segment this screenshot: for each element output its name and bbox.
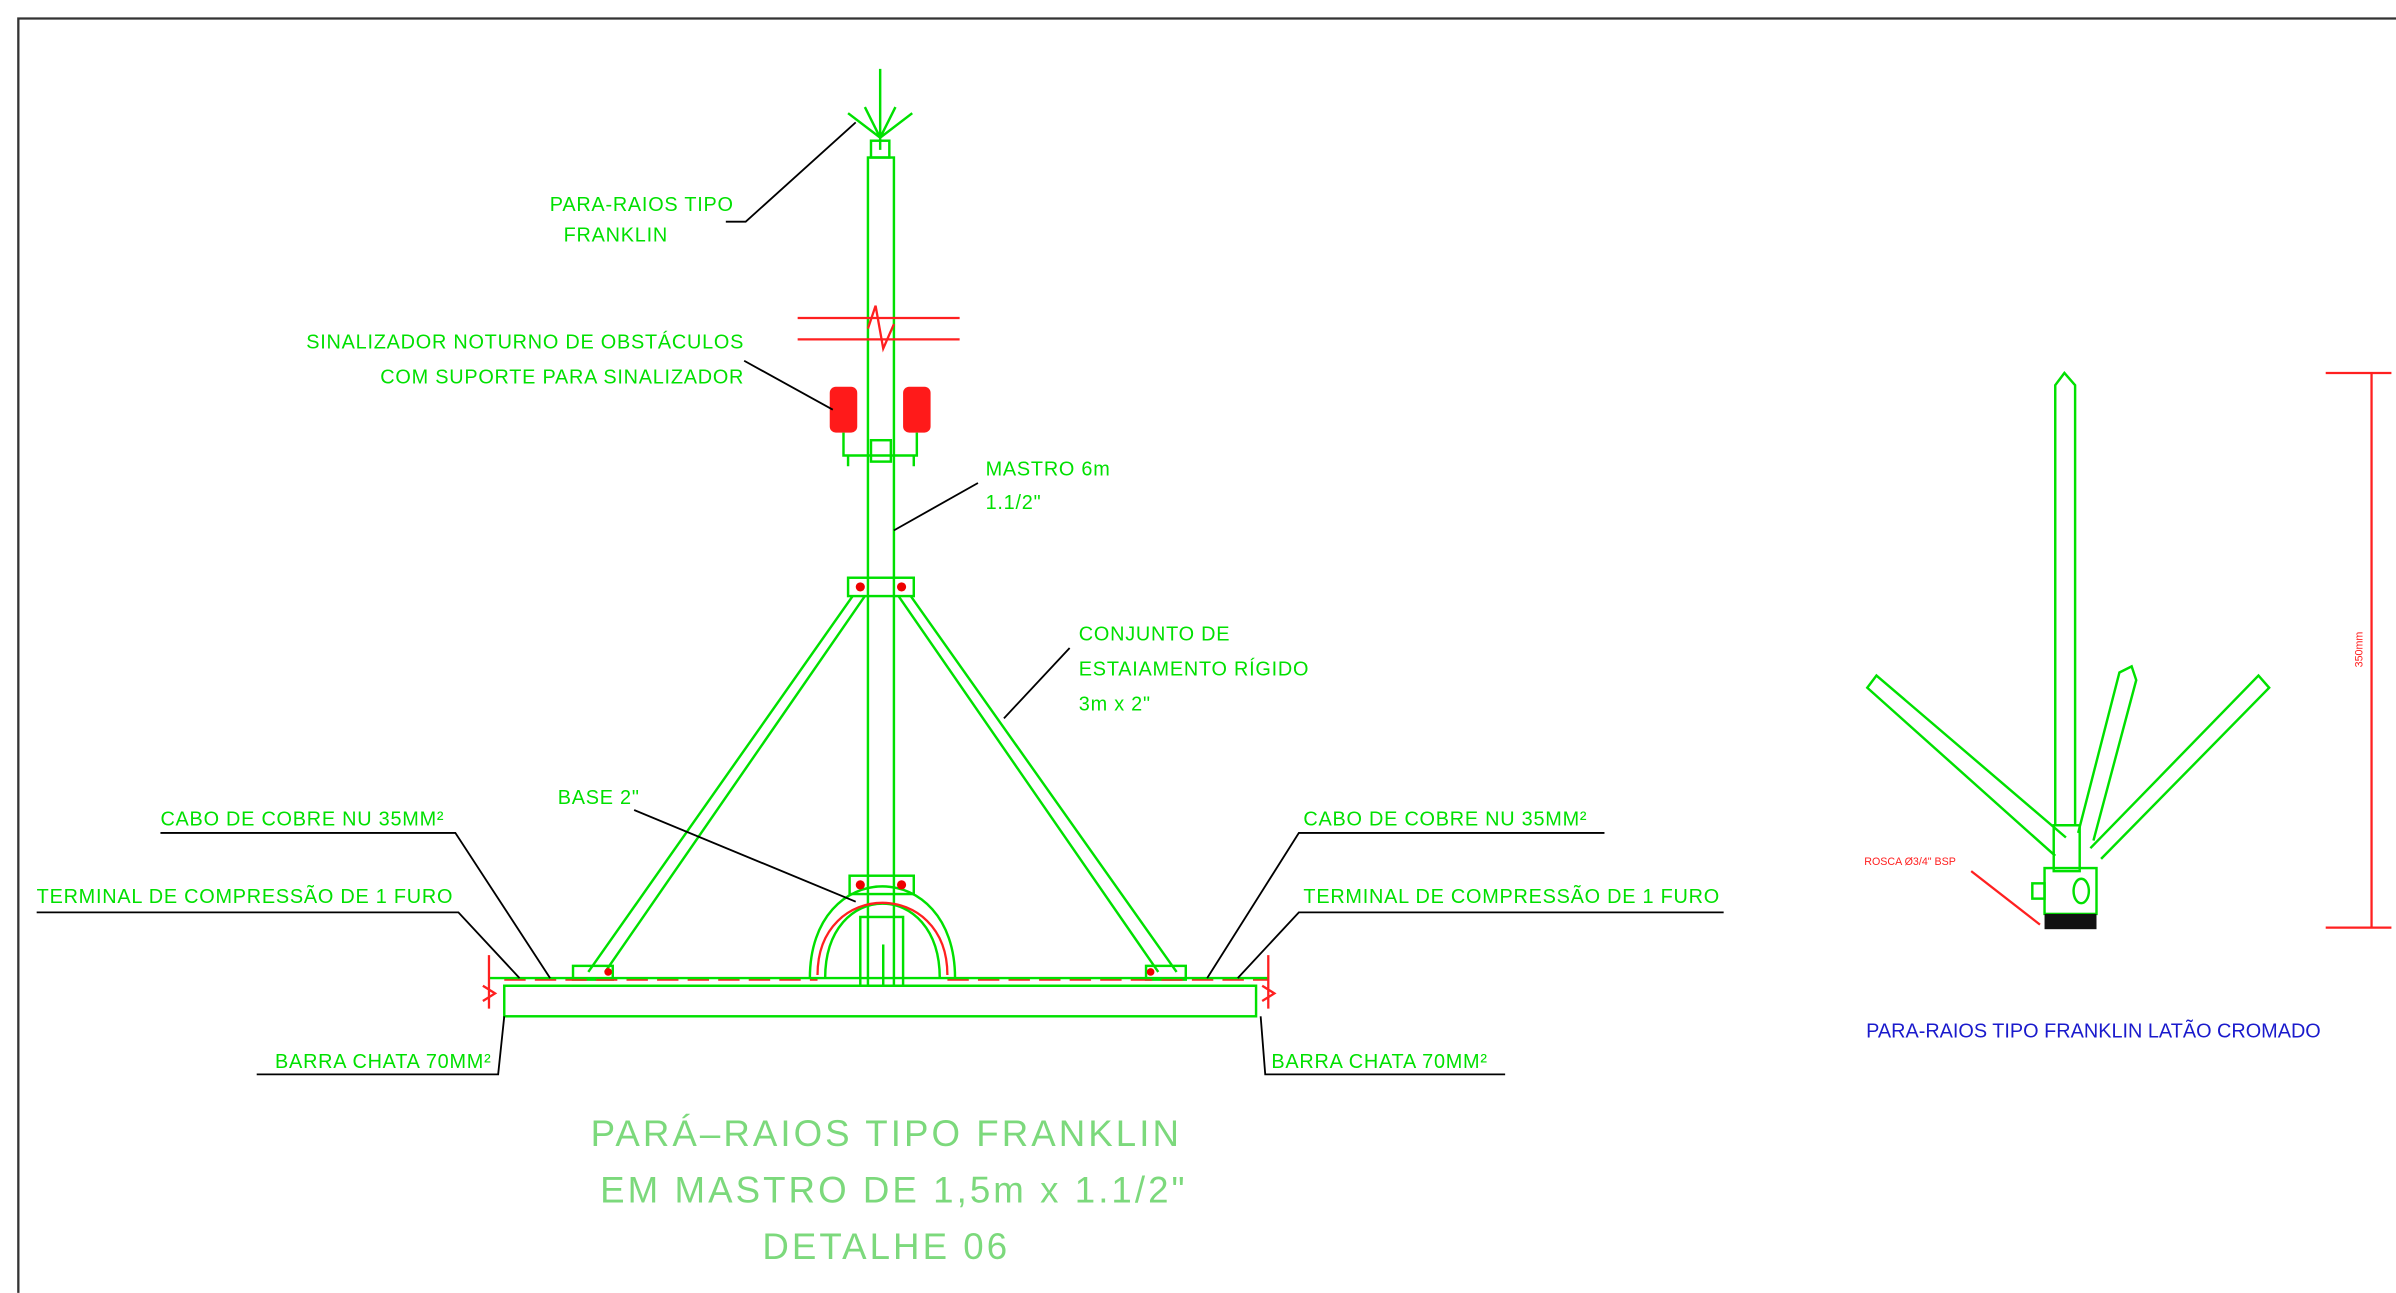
label: CONJUNTO DE	[1079, 623, 1230, 645]
drawing: PARA-RAIOS TIPO FRANKLIN SINALIZADOR NOT…	[0, 0, 2396, 1293]
mast-assembly-part	[856, 880, 865, 889]
mast-assembly-part	[856, 582, 865, 591]
leader-lines-part	[634, 810, 856, 902]
label: PARA-RAIOS TIPO	[550, 194, 734, 216]
label: CABO DE COBRE NU 35MM²	[1303, 808, 1587, 830]
mast-assembly-part	[897, 582, 906, 591]
mast-assembly-part	[483, 955, 1275, 1008]
label: TERMINAL DE COMPRESSÃO DE 1 FURO	[1303, 884, 1720, 908]
label: BARRA CHATA 70MM²	[275, 1051, 491, 1073]
mast-assembly-part	[830, 387, 858, 433]
mast-assembly-part	[604, 968, 612, 976]
label: COM SUPORTE PARA SINALIZADOR	[380, 367, 744, 389]
leader-lines-part	[894, 483, 978, 530]
rod-detail: ROSCA Ø3/4" BSP 350mm PARA-RAIOS TIPO FR…	[1864, 373, 2391, 1043]
label: EM MASTRO DE 1,5m x 1.1/2"	[600, 1170, 1187, 1211]
mast-assembly-part	[1147, 968, 1155, 976]
mast-assembly-part	[903, 387, 931, 433]
mast-assembly-part	[871, 440, 891, 461]
page: PARA-RAIOS TIPO FRANKLIN SINALIZADOR NOT…	[0, 0, 2396, 1293]
mast-assembly-part	[588, 596, 1176, 972]
label: TERMINAL DE COMPRESSÃO DE 1 FURO	[37, 884, 454, 908]
detail-title: PARÁ–RAIOS TIPO FRANKLIN EM MASTRO DE 1,…	[591, 1113, 1188, 1267]
label: BASE 2"	[558, 787, 640, 809]
rod-detail-part	[2055, 373, 2075, 825]
rod-detail-part	[2074, 879, 2089, 903]
label: 3m x 2"	[1079, 694, 1151, 716]
label: 1.1/2"	[986, 492, 1042, 514]
detail-caption: PARA-RAIOS TIPO FRANKLIN LATÃO CROMADO	[1866, 1019, 2321, 1043]
leader-lines-part	[744, 361, 833, 410]
mast-assembly-part	[868, 306, 894, 349]
rod-detail-part	[2032, 883, 2044, 898]
label: DETALHE 06	[762, 1226, 1010, 1267]
label: MASTRO 6m	[986, 458, 1111, 480]
thread-label: ROSCA Ø3/4" BSP	[1864, 856, 1956, 868]
leader-lines-part	[1004, 648, 1070, 718]
label: ESTAIAMENTO RÍGIDO	[1079, 658, 1309, 681]
label: PARÁ–RAIOS TIPO FRANKLIN	[591, 1113, 1182, 1154]
label: BARRA CHATA 70MM²	[1271, 1051, 1487, 1073]
frame	[18, 18, 2396, 1292]
leader-lines-part	[1238, 912, 1724, 978]
leader-lines	[37, 122, 1724, 1074]
mast-assembly-part	[897, 880, 906, 889]
mast-assembly-part	[868, 158, 894, 986]
leader-lines-part	[726, 122, 856, 221]
rod-detail-part	[2078, 666, 2136, 840]
rod-detail-part	[1971, 871, 2040, 924]
mast-assembly-part	[848, 69, 912, 150]
label: FRANKLIN	[564, 225, 668, 247]
label: SINALIZADOR NOTURNO DE OBSTÁCULOS	[306, 331, 744, 354]
rod-detail-part	[2090, 676, 2269, 859]
leader-lines-part	[37, 912, 520, 978]
label: CABO DE COBRE NU 35MM²	[160, 808, 444, 830]
rod-detail-part	[2054, 825, 2080, 871]
rod-detail-part	[1867, 676, 2066, 856]
dimension-label: 350mm	[2353, 632, 2365, 668]
mast-assembly-part	[504, 986, 1256, 1017]
rod-detail-part	[2045, 914, 2097, 929]
